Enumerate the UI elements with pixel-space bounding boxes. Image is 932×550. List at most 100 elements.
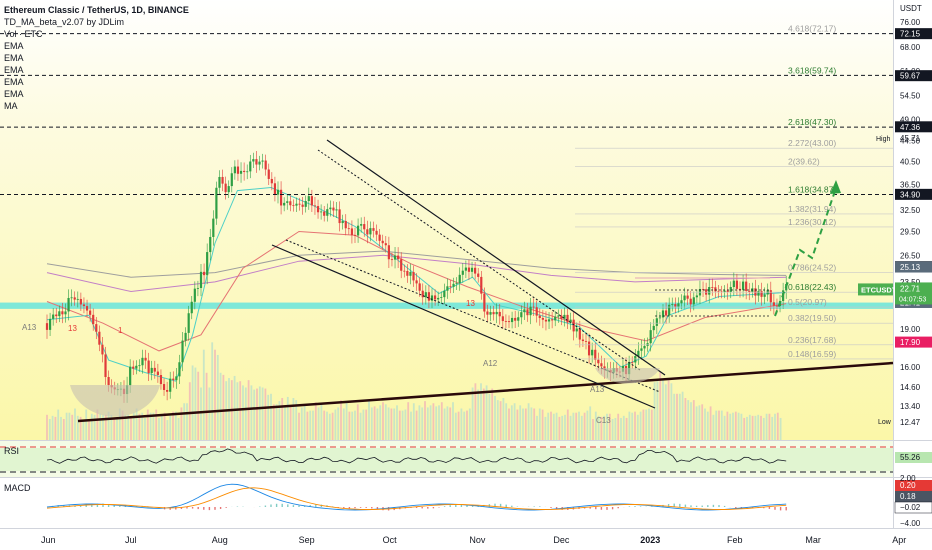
volume-bar: [687, 400, 690, 440]
candle-body: [141, 357, 144, 366]
last-price-text: 22.71: [900, 284, 921, 293]
volume-bar: [116, 416, 118, 440]
candle-body: [227, 186, 230, 193]
indicator-ema-4[interactable]: EMA: [4, 77, 24, 87]
volume-bar: [152, 412, 155, 440]
candle-body: [243, 170, 246, 172]
candle-body: [517, 317, 520, 321]
volume-bar: [757, 414, 760, 440]
fib-level-label: 4.618(72.17): [788, 24, 836, 34]
macd-histogram-bar: [175, 507, 177, 510]
volume-bar: [328, 413, 331, 440]
candle-body: [461, 270, 464, 275]
candle-body: [683, 295, 686, 301]
indicator-ema-1[interactable]: EMA: [4, 41, 24, 51]
volume-bar: [208, 387, 211, 440]
candle-body: [510, 317, 514, 323]
macd-histogram-bar: [85, 505, 87, 507]
volume-bar: [300, 407, 303, 440]
macd-histogram-bar: [701, 505, 703, 507]
volume-bar: [779, 417, 782, 440]
time-axis-tick: Sep: [299, 535, 315, 545]
indicator-ema-5[interactable]: EMA: [4, 89, 24, 99]
time-axis-tick: Mar: [805, 535, 821, 545]
volume-bar: [477, 389, 480, 440]
volume-bar: [379, 405, 382, 440]
candle-body: [501, 316, 504, 322]
candle-body: [147, 360, 150, 373]
macd-histogram-bar: [539, 506, 541, 507]
volume-bar: [603, 415, 606, 440]
candle-body: [335, 209, 338, 211]
volume-bar: [527, 403, 530, 440]
candle-body: [95, 324, 98, 332]
candle-body: [514, 317, 517, 321]
volume-bar: [309, 410, 312, 440]
volume-bar: [191, 365, 194, 440]
macd-histogram-bar: [533, 506, 535, 507]
candle-body: [384, 243, 387, 246]
volume-bar: [547, 412, 550, 440]
candle-body: [569, 319, 572, 323]
high-label: High: [876, 136, 891, 143]
candle-body: [538, 315, 541, 318]
volume-bar: [410, 411, 412, 440]
volume-bar: [600, 416, 603, 440]
volume-bar: [723, 415, 726, 440]
candle-body: [400, 259, 403, 271]
candle-body: [104, 354, 107, 378]
ma-line: [46, 250, 787, 278]
last-price-tag: [895, 282, 932, 305]
volume-bar: [188, 382, 191, 440]
macd-histogram-bar: [505, 504, 507, 507]
candle-body: [643, 345, 646, 349]
candle-body: [187, 313, 190, 333]
volume-bar: [550, 411, 552, 440]
candle-body: [547, 319, 551, 322]
macd-histogram-bar: [275, 503, 278, 507]
fib-level-label: 2.272(43.00): [788, 138, 836, 148]
volume-bar: [631, 412, 634, 440]
macd-signal-line: [46, 487, 787, 510]
volume-bar: [737, 412, 740, 440]
falling-wedge-upper-line: [326, 139, 666, 376]
indicator-ema-3[interactable]: EMA: [4, 65, 24, 75]
indicator-volume[interactable]: Vol · ETC: [4, 29, 43, 39]
candle-body: [470, 267, 474, 272]
indicator-td-ma[interactable]: TD_MA_beta_v2.07 by JDLim: [4, 17, 125, 27]
bottom-arc-left: [70, 385, 160, 417]
volume-bar: [474, 383, 477, 440]
candle-body: [723, 290, 726, 293]
time-axis-tick: Dec: [553, 535, 570, 545]
candle-body: [560, 315, 563, 319]
candle-body: [387, 245, 390, 260]
volume-bar: [625, 417, 628, 440]
candle-body: [181, 340, 184, 363]
td-count-label: C13: [596, 416, 611, 425]
indicator-ma[interactable]: MA: [4, 101, 18, 111]
falling-wedge-lower-line: [271, 244, 656, 409]
volume-bar: [292, 398, 295, 440]
macd-histogram-bar: [135, 506, 138, 507]
volume-bar: [96, 409, 99, 440]
volume-bar: [214, 349, 216, 440]
macd-histogram-bar: [225, 507, 227, 508]
volume-bar: [90, 413, 93, 440]
volume-bar: [62, 419, 65, 440]
price-axis-tick: 14.60: [900, 383, 921, 392]
candle-body: [677, 303, 680, 307]
volume-bar: [620, 417, 622, 440]
volume-bar: [684, 398, 687, 440]
volume-bar: [370, 407, 373, 440]
volume-bar: [698, 405, 701, 440]
candle-body: [360, 224, 363, 226]
volume-bar: [519, 405, 522, 440]
indicator-ema-2[interactable]: EMA: [4, 53, 24, 63]
candle-body: [695, 295, 698, 298]
volume-bar: [505, 403, 508, 440]
candle-body: [393, 255, 397, 260]
fib-level-label: 0.148(16.59): [788, 349, 836, 359]
candle-body: [440, 297, 443, 298]
volume-bar: [76, 415, 79, 440]
